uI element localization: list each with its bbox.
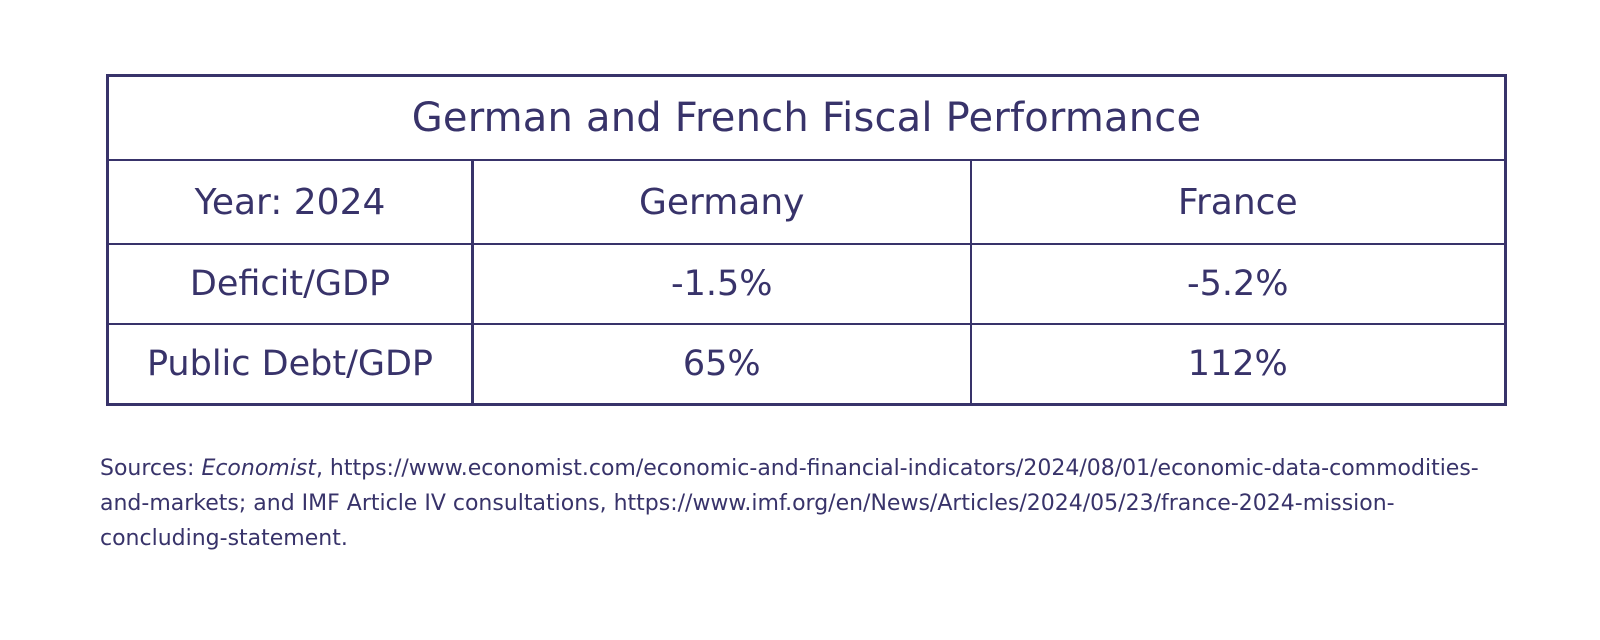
header-france: France <box>969 159 1507 245</box>
sources-prefix: Sources: <box>100 456 202 481</box>
cell-france-debt: 112% <box>969 323 1507 406</box>
row-label-debt: Public Debt/GDP <box>106 323 474 406</box>
row-label-deficit: Deficit/GDP <box>106 243 474 325</box>
cell-germany-debt: 65% <box>471 323 972 406</box>
cell-germany-deficit: -1.5% <box>471 243 972 325</box>
cell-france-deficit: -5.2% <box>969 243 1507 325</box>
sources-publication: Economist <box>201 456 316 481</box>
sources-note: Sources: Economist, https://www.economis… <box>100 451 1520 556</box>
header-row: Year: 2024 Germany France <box>106 159 1507 245</box>
table-title: German and French Fiscal Performance <box>106 74 1507 161</box>
header-year: Year: 2024 <box>106 159 474 245</box>
title-row: German and French Fiscal Performance <box>106 74 1507 161</box>
table-row-debt: Public Debt/GDP 65% 112% <box>106 323 1507 406</box>
table-row-deficit: Deficit/GDP -1.5% -5.2% <box>106 243 1507 325</box>
sources-text: , https://www.economist.com/economic-and… <box>100 456 1479 551</box>
header-germany: Germany <box>471 159 972 245</box>
fiscal-table: German and French Fiscal Performance Yea… <box>106 74 1507 406</box>
